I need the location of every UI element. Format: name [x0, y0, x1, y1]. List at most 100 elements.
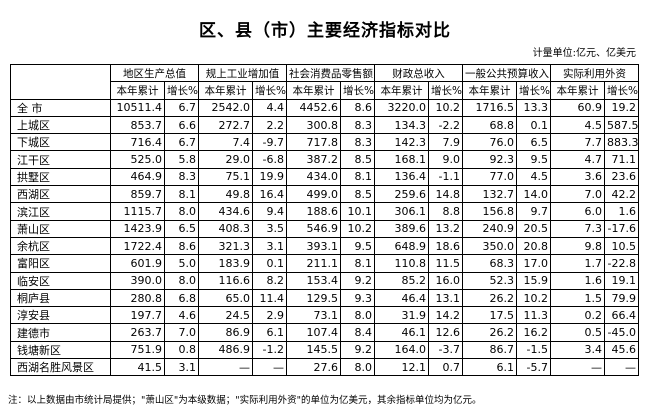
- table-row: 淳安县 197.7 4.6 24.5 2.9 73.1 8.0 31.9 14.2 17.5 11.…: [10, 306, 639, 325]
- table-cell: 1.7: [550, 254, 605, 273]
- table-cell: 390.0: [110, 271, 165, 290]
- table-cell: 8.0: [340, 358, 375, 377]
- row-name: 西湖区: [10, 185, 111, 204]
- table-cell: 16.4: [252, 185, 287, 204]
- table-cell: 393.1: [286, 236, 341, 256]
- table-cell: 0.8: [164, 340, 199, 360]
- table-cell: 0.5: [550, 323, 605, 342]
- table-cell: 188.6: [286, 202, 341, 221]
- table-cell: 13.2: [428, 219, 463, 238]
- subheader: 本年累计: [462, 81, 517, 100]
- table-cell: 68.3: [462, 254, 517, 273]
- table-cell: 8.5: [340, 150, 375, 169]
- table-cell: 8.3: [164, 167, 199, 187]
- table-cell: -1.5: [516, 340, 551, 360]
- table-cell: 387.2: [286, 150, 341, 169]
- table-row: 西湖区 859.7 8.1 49.8 16.4 499.0 8.5 259.6 14.8 132.…: [10, 185, 639, 204]
- subheader: 本年累计: [110, 81, 165, 100]
- table-cell: 3.1: [252, 236, 287, 256]
- table-cell: 153.4: [286, 271, 341, 290]
- table-cell: 9.2: [340, 271, 375, 290]
- table-cell: 45.6: [604, 340, 639, 360]
- table-cell: 0.1: [252, 254, 287, 273]
- table-cell: 13.1: [428, 288, 463, 308]
- table-cell: 11.3: [516, 306, 551, 325]
- table-cell: 859.7: [110, 185, 165, 204]
- table-cell: 3.6: [550, 167, 605, 187]
- table-cell: 486.9: [198, 340, 253, 360]
- table-cell: 19.2: [604, 98, 639, 117]
- table-cell: -45.0: [604, 323, 639, 342]
- table-cell: 9.4: [252, 202, 287, 221]
- table-cell: -1.1: [428, 167, 463, 187]
- table-cell: 3220.0: [374, 98, 429, 117]
- table-cell: 10511.4: [110, 98, 165, 117]
- table-row: 江干区 525.0 5.8 29.0 -6.8 387.2 8.5 168.1 9.0 92.3 9…: [10, 150, 639, 169]
- table-cell: 65.0: [198, 288, 253, 308]
- table-cell: 129.5: [286, 288, 341, 308]
- corner-cell: [10, 64, 111, 100]
- table-cell: 499.0: [286, 185, 341, 204]
- table-cell: 9.0: [428, 150, 463, 169]
- table-cell: 1722.4: [110, 236, 165, 256]
- table-cell: 75.1: [198, 167, 253, 187]
- table-cell: 31.9: [374, 306, 429, 325]
- table-cell: 10.2: [340, 219, 375, 238]
- table-cell: 259.6: [374, 185, 429, 204]
- table-row: 钱塘新区 751.9 0.8 486.9 -1.2 145.5 9.2 164.0 -3.7 86…: [10, 340, 639, 360]
- table-cell: 8.1: [164, 185, 199, 204]
- table-cell: 66.4: [604, 306, 639, 325]
- table-cell: 321.3: [198, 236, 253, 256]
- table-cell: 19.9: [252, 167, 287, 187]
- row-name: 萧山区: [10, 219, 111, 238]
- table-cell: -1.2: [252, 340, 287, 360]
- table-cell: 280.8: [110, 288, 165, 308]
- table-cell: 41.5: [110, 358, 165, 377]
- table-cell: -5.7: [516, 358, 551, 377]
- table-cell: 23.6: [604, 167, 639, 187]
- table-cell: 156.8: [462, 202, 517, 221]
- row-name: 桐庐县: [10, 288, 111, 308]
- table-cell: 0.7: [428, 358, 463, 377]
- table-cell: 29.0: [198, 150, 253, 169]
- subheader: 增长%: [164, 81, 199, 100]
- table-cell: 46.1: [374, 323, 429, 342]
- column-header: 规上工业增加值: [198, 63, 287, 83]
- column-header: 地区生产总值: [110, 63, 199, 83]
- table-cell: 1.6: [604, 202, 639, 221]
- table-cell: 546.9: [286, 219, 341, 238]
- table-cell: 7.9: [428, 133, 463, 152]
- table-cell: 110.8: [374, 254, 429, 273]
- row-name: 江干区: [10, 150, 111, 169]
- table-cell: 9.5: [340, 236, 375, 256]
- table-row: 上城区 853.7 6.6 272.7 2.2 300.8 8.3 134.3 -2.2 68.8…: [10, 115, 639, 135]
- table-cell: 9.5: [516, 150, 551, 169]
- subheader: 增长%: [252, 81, 287, 100]
- table-cell: 1115.7: [110, 202, 165, 221]
- table-cell: 5.8: [164, 150, 199, 169]
- table-cell: 27.6: [286, 358, 341, 377]
- row-name: 建德市: [10, 323, 111, 342]
- table-cell: 0.1: [516, 115, 551, 135]
- table-cell: 14.8: [428, 185, 463, 204]
- table-cell: 92.3: [462, 150, 517, 169]
- table-cell: 52.3: [462, 271, 517, 290]
- table-cell: 49.8: [198, 185, 253, 204]
- column-header: 实际利用外资: [550, 63, 639, 83]
- table-cell: 6.1: [252, 323, 287, 342]
- table-cell: 116.6: [198, 271, 253, 290]
- table-row: 下城区 716.4 6.7 7.4 -9.7 717.8 8.3 142.3 7.9 76.0 6.…: [10, 133, 639, 152]
- table-cell: 134.3: [374, 115, 429, 135]
- table-row: 富阳区 601.9 5.0 183.9 0.1 211.1 8.1 110.8 11.5 68.3…: [10, 254, 639, 273]
- row-name: 上城区: [10, 115, 111, 135]
- table-cell: 46.4: [374, 288, 429, 308]
- table-cell: 8.3: [340, 133, 375, 152]
- table-cell: 79.9: [604, 288, 639, 308]
- table-cell: 10.2: [428, 98, 463, 117]
- table-cell: 17.5: [462, 306, 517, 325]
- row-name: 富阳区: [10, 254, 111, 273]
- subheader: 增长%: [604, 81, 639, 100]
- table-cell: 11.5: [428, 254, 463, 273]
- table-cell: 601.9: [110, 254, 165, 273]
